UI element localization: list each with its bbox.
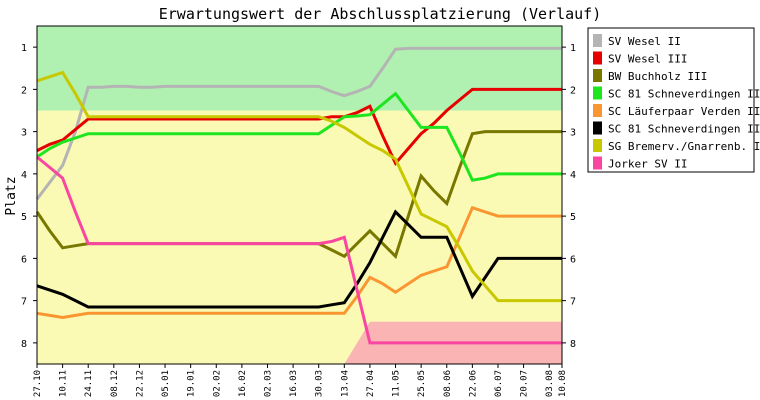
x-tick-label-19: 20.07 xyxy=(520,370,530,397)
legend-swatch-4 xyxy=(593,104,602,117)
x-tick-label-6: 19.01 xyxy=(187,370,197,397)
x-tick-label-15: 25.05 xyxy=(417,370,427,397)
legend-label-4: SC Läuferpaar Verden II xyxy=(608,105,760,118)
y-tick-label-right-5: 6 xyxy=(570,254,576,265)
legend-swatch-3 xyxy=(593,86,602,100)
y-tick-label-left-6: 7 xyxy=(21,297,27,308)
x-tick-label-1: 10.11 xyxy=(59,370,69,397)
legend-swatch-0 xyxy=(593,34,602,47)
legend: SV Wesel II SV Wesel III BW Buchholz III SC… xyxy=(587,27,760,173)
y-tick-label-left-5: 6 xyxy=(21,254,27,265)
legend-label-3: SC 81 Schneverdingen II xyxy=(608,88,760,101)
y-tick-label-right-1: 2 xyxy=(570,85,576,96)
series-line-6 xyxy=(36,70,562,303)
series-lines xyxy=(35,46,562,345)
legend-label-0: SV Wesel II xyxy=(608,35,681,48)
x-tick-label-9: 02.03 xyxy=(263,370,273,397)
x-tick-label-8: 16.02 xyxy=(238,370,248,397)
y-axis-left: 1 2 3 4 5 6 7 8 xyxy=(21,43,37,350)
series-line-5 xyxy=(36,209,562,309)
legend-swatch-2 xyxy=(593,69,602,82)
y-tick-label-left-3: 4 xyxy=(21,170,27,181)
series-line-3 xyxy=(36,91,562,182)
chart-title: Erwartungswert der Abschlussplatzierung … xyxy=(159,5,602,23)
band-0 xyxy=(37,26,562,111)
legend-label-2: BW Buchholz III xyxy=(608,70,707,83)
series-line-0 xyxy=(35,46,562,201)
y-tick-label-left-2: 3 xyxy=(21,128,27,139)
legend-box xyxy=(587,27,755,173)
series-line-7 xyxy=(36,155,562,345)
x-tick-label-21: 10.08 xyxy=(558,370,568,397)
legend-label-7: Jorker SV II xyxy=(608,158,687,171)
plot-border xyxy=(36,25,563,365)
legend-swatch-6 xyxy=(593,139,602,152)
x-tick-label-18: 06.07 xyxy=(494,370,504,397)
x-tick-label-13: 27.04 xyxy=(366,370,376,397)
y-tick-label-left-4: 5 xyxy=(21,212,27,223)
y-tick-label-right-0: 1 xyxy=(570,43,576,54)
x-tick-label-20: 03.08 xyxy=(545,370,555,397)
y-axis-label: Platz xyxy=(4,176,19,215)
y-tick-label-right-4: 5 xyxy=(570,212,576,223)
y-tick-label-left-7: 8 xyxy=(21,339,27,350)
x-tick-label-2: 24.11 xyxy=(84,370,94,397)
y-tick-label-left-1: 2 xyxy=(21,85,27,96)
legend-swatch-1 xyxy=(593,51,602,65)
y-tick-label-right-3: 4 xyxy=(570,170,576,181)
x-tick-label-17: 22.06 xyxy=(468,370,478,397)
x-tick-label-12: 13.04 xyxy=(340,370,350,397)
legend-swatch-5 xyxy=(593,121,602,135)
y-tick-label-right-6: 7 xyxy=(570,297,576,308)
x-tick-label-4: 22.12 xyxy=(135,370,145,397)
legend-swatch-7 xyxy=(593,156,602,170)
legend-label-6: SG Bremerv./Gnarrenb. II xyxy=(608,140,760,153)
legend-label-1: SV Wesel III xyxy=(608,53,687,66)
y-tick-label-right-7: 8 xyxy=(570,339,576,350)
x-tick-label-14: 11.05 xyxy=(392,370,402,397)
x-tick-label-3: 08.12 xyxy=(110,370,120,397)
y-axis-right: 1 2 3 4 5 6 7 8 xyxy=(562,43,576,350)
x-tick-label-11: 30.03 xyxy=(315,370,325,397)
legend-label-5: SC 81 Schneverdingen III xyxy=(608,123,760,136)
x-tick-label-10: 16.03 xyxy=(289,370,299,397)
y-tick-label-left-0: 1 xyxy=(21,43,27,54)
series-line-4 xyxy=(36,205,562,320)
plot-frame xyxy=(36,25,563,365)
x-tick-label-5: 05.01 xyxy=(161,370,171,397)
y-tick-label-right-2: 3 xyxy=(570,128,576,139)
x-tick-label-7: 02.02 xyxy=(212,370,222,397)
series-line-1 xyxy=(36,87,562,167)
x-tick-label-0: 27.10 xyxy=(33,370,43,397)
x-tick-label-16: 08.06 xyxy=(443,370,453,397)
x-axis: 27.10 10.11 24.11 08.12 22.12 05.01 19.01 02.02… xyxy=(33,364,568,397)
